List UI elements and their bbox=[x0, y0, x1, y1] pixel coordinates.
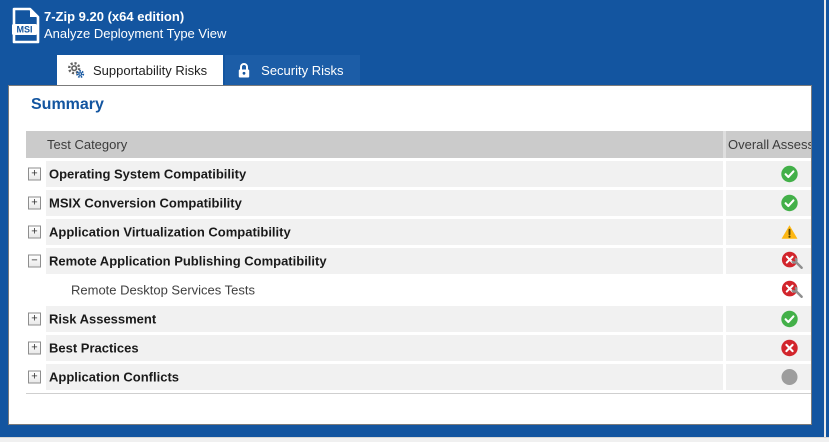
neutral-icon bbox=[781, 369, 798, 386]
error-fixable-icon bbox=[781, 281, 805, 300]
test-category-label: Remote Application Publishing Compatibil… bbox=[49, 253, 327, 269]
table-row[interactable]: Best Practices bbox=[26, 335, 811, 361]
window-edge-highlight bbox=[824, 0, 826, 437]
column-divider bbox=[723, 277, 726, 303]
table-row[interactable]: Application Virtualization Compatibility bbox=[26, 219, 811, 245]
error-fixable-icon bbox=[781, 252, 805, 271]
expand-toggle[interactable] bbox=[28, 167, 41, 181]
expand-toggle[interactable] bbox=[28, 341, 41, 355]
expand-toggle[interactable] bbox=[28, 370, 41, 384]
test-category-label: Application Virtualization Compatibility bbox=[49, 224, 291, 240]
column-divider bbox=[723, 248, 726, 274]
error-icon bbox=[781, 340, 798, 357]
table-row[interactable]: Risk Assessment bbox=[26, 306, 811, 332]
view-subtitle: Analyze Deployment Type View bbox=[44, 26, 227, 41]
row-stripe bbox=[46, 161, 811, 187]
column-divider bbox=[723, 219, 726, 245]
row-stripe bbox=[46, 364, 811, 390]
tab-bar: Supportability Risks Security Risks bbox=[57, 55, 360, 85]
table-header-row: Test Category Overall Assessment bbox=[26, 131, 811, 158]
test-category-label: Remote Desktop Services Tests bbox=[71, 282, 255, 298]
success-icon bbox=[781, 195, 798, 212]
lock-icon bbox=[235, 61, 253, 79]
expand-toggle[interactable] bbox=[28, 225, 41, 239]
success-icon bbox=[781, 311, 798, 328]
window-header: MSI 7-Zip 9.20 (x64 edition) Analyze Dep… bbox=[0, 0, 829, 55]
table-row[interactable]: Remote Application Publishing Compatibil… bbox=[26, 248, 811, 274]
column-divider bbox=[723, 306, 726, 332]
row-stripe bbox=[46, 306, 811, 332]
gears-icon bbox=[67, 61, 85, 79]
tab-security-risks[interactable]: Security Risks bbox=[225, 55, 360, 85]
expand-toggle[interactable] bbox=[28, 196, 41, 210]
row-stripe bbox=[46, 190, 811, 216]
content-panel: Summary Test Category Overall Assessment… bbox=[8, 85, 812, 425]
tab-label: Supportability Risks bbox=[93, 62, 208, 78]
row-stripe bbox=[46, 248, 811, 274]
table-row[interactable]: MSIX Conversion Compatibility bbox=[26, 190, 811, 216]
success-icon bbox=[781, 166, 798, 183]
expand-toggle[interactable] bbox=[28, 254, 41, 268]
column-divider bbox=[723, 190, 726, 216]
table-bottom-border bbox=[26, 393, 811, 394]
column-divider bbox=[723, 161, 726, 187]
column-header-test-category: Test Category bbox=[47, 137, 128, 152]
column-divider bbox=[723, 335, 726, 361]
warning-icon bbox=[781, 224, 798, 241]
table-row[interactable]: Application Conflicts bbox=[26, 364, 811, 390]
row-stripe bbox=[46, 277, 811, 303]
msi-package-icon: MSI bbox=[12, 7, 40, 44]
test-category-label: Risk Assessment bbox=[49, 311, 157, 327]
row-stripe bbox=[46, 219, 811, 245]
summary-table: Test Category Overall Assessment Operati… bbox=[26, 131, 811, 394]
test-category-label: Application Conflicts bbox=[49, 369, 179, 385]
column-header-overall-assessment: Overall Assessment bbox=[728, 137, 811, 152]
row-stripe bbox=[46, 335, 811, 361]
msi-icon-label: MSI bbox=[16, 25, 32, 35]
tab-label: Security Risks bbox=[261, 62, 344, 78]
package-title: 7-Zip 9.20 (x64 edition) bbox=[44, 9, 185, 24]
test-category-label: MSIX Conversion Compatibility bbox=[49, 195, 242, 211]
expand-toggle[interactable] bbox=[28, 312, 41, 326]
column-divider bbox=[723, 364, 726, 390]
window-bottom-strip bbox=[0, 437, 829, 442]
test-category-label: Best Practices bbox=[49, 340, 139, 356]
table-row[interactable]: Remote Desktop Services Tests bbox=[26, 277, 811, 303]
column-divider bbox=[723, 131, 726, 158]
test-category-label: Operating System Compatibility bbox=[49, 166, 247, 182]
tab-supportability-risks[interactable]: Supportability Risks bbox=[57, 55, 224, 85]
table-row[interactable]: Operating System Compatibility bbox=[26, 161, 811, 187]
summary-heading: Summary bbox=[31, 96, 104, 113]
